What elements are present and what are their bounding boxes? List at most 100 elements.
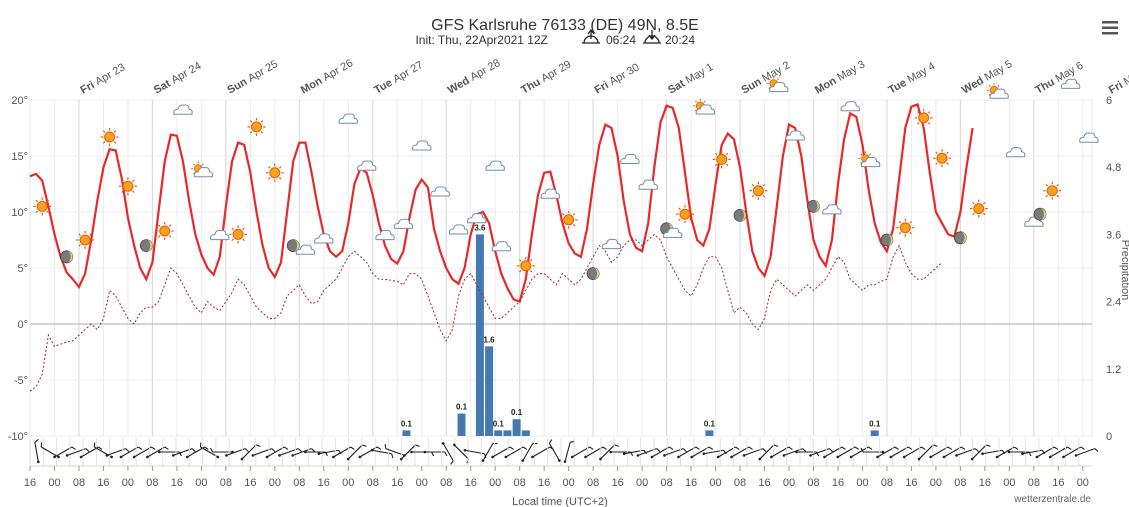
- sunset-icon: [643, 30, 661, 44]
- wind-shaft: [731, 446, 750, 458]
- wind-dot: [650, 455, 654, 459]
- wind-shaft: [241, 444, 257, 460]
- wind-shaft: [996, 446, 1015, 458]
- x-tick-label: 16: [318, 477, 330, 489]
- wind-shaft: [678, 446, 697, 458]
- y-tick-label: -10°: [8, 431, 28, 443]
- wind-feather: [762, 448, 767, 453]
- wind-dot: [584, 455, 587, 459]
- wind-shaft: [600, 444, 615, 460]
- wind-barb: [876, 446, 899, 459]
- wind-feather: [204, 446, 209, 450]
- wind-shaft: [347, 444, 363, 460]
- wind-feather: [509, 446, 514, 450]
- wind-dot: [105, 454, 109, 457]
- partly-icon: [191, 162, 212, 177]
- wind-feather: [921, 446, 926, 450]
- day-label: Mon Apr 26: [299, 57, 355, 96]
- wind-dot: [663, 454, 666, 457]
- wind-shaft: [505, 446, 524, 458]
- wind-feather: [589, 446, 594, 450]
- wind-dot: [889, 455, 893, 459]
- wind-barb: [584, 446, 607, 459]
- cloud-icon: [375, 229, 395, 241]
- wind-barb: [902, 446, 926, 459]
- wind-dot: [79, 455, 83, 459]
- cloud-icon: [448, 224, 469, 235]
- y-right-tick-label: 2.4: [1106, 297, 1121, 309]
- day-date: Apr 29: [539, 58, 573, 85]
- day-date: Apr 26: [321, 57, 355, 84]
- x-tick-label: 16: [465, 477, 477, 489]
- x-tick-label: 00: [856, 477, 868, 489]
- day-label: Tue Apr 27: [372, 59, 425, 97]
- wind-feather: [85, 448, 90, 453]
- moon-symbol: [953, 231, 967, 245]
- wind-shaft: [133, 446, 152, 458]
- wind-feather: [93, 442, 96, 448]
- wind-feather: [34, 439, 39, 443]
- wind-shaft: [492, 446, 511, 458]
- day-date: May 5: [982, 58, 1014, 83]
- x-tick-label: 00: [269, 477, 281, 489]
- wind-dot: [481, 459, 485, 462]
- cloud-symbol: [412, 140, 432, 151]
- x-tick-label: 08: [881, 477, 893, 489]
- wind-dot: [677, 455, 680, 459]
- wind-dot: [570, 455, 574, 459]
- partly-symbol: [858, 151, 879, 166]
- wind-feather: [860, 447, 864, 453]
- wind-barb: [265, 446, 289, 459]
- wind-dot: [836, 455, 840, 459]
- moon-symbol: [586, 267, 600, 281]
- hamburger-menu-icon[interactable]: [1100, 18, 1120, 38]
- wind-feather: [532, 442, 538, 445]
- wind-dot: [317, 452, 321, 456]
- day-label: Mon May 3: [813, 58, 867, 96]
- wind-barb: [823, 446, 846, 459]
- moon-symbol: [880, 233, 894, 247]
- wind-feather: [137, 446, 143, 450]
- sun-icon: [155, 221, 175, 241]
- wind-dot: [278, 454, 281, 457]
- wind-dot: [702, 452, 706, 456]
- day-label: Fri May 7: [1107, 63, 1129, 97]
- x-tick-label: 08: [734, 477, 746, 489]
- day-date: May 1: [684, 61, 716, 86]
- precip-bar: [705, 430, 714, 436]
- wind-dot: [240, 457, 244, 461]
- day-date: May 4: [905, 60, 937, 85]
- x-tick-label: 16: [685, 477, 697, 489]
- wind-feather: [415, 444, 420, 447]
- wind-barb: [702, 449, 727, 456]
- wind-barb: [677, 446, 700, 459]
- wind-shaft: [34, 442, 39, 462]
- wind-dot: [970, 457, 974, 461]
- wind-feather: [947, 446, 952, 450]
- wind-dot: [917, 457, 921, 461]
- wind-barb: [199, 442, 220, 459]
- wind-feather: [376, 446, 382, 450]
- wind-dot: [332, 455, 335, 459]
- wind-shaft: [120, 446, 139, 458]
- y-axis-temperature: -10° -5° 0° 5° 10° 15° 20°: [8, 95, 28, 443]
- wind-feather: [244, 448, 249, 453]
- wind-barb: [636, 448, 661, 457]
- x-axis-label: Local time (UTC+2): [512, 496, 608, 507]
- x-tick-label: 16: [905, 477, 917, 489]
- init-time: Init: Thu, 22Apr2021 12Z: [415, 33, 548, 47]
- wind-shaft: [359, 446, 378, 458]
- wind-feather: [974, 448, 979, 453]
- wind-barb: [317, 449, 342, 456]
- wind-dot: [690, 455, 694, 459]
- wind-feather: [125, 448, 130, 453]
- y-right-tick-label: 1.2: [1106, 364, 1121, 376]
- temperature-line: [29, 103, 974, 304]
- wind-barb: [346, 444, 367, 461]
- wind-barb: [849, 446, 873, 459]
- wind-feather: [788, 446, 793, 450]
- precip-bar: [870, 430, 879, 436]
- precip-label: 0.1: [493, 419, 505, 428]
- moon-symbol: [1033, 207, 1047, 221]
- precip-label: 0.1: [456, 403, 468, 412]
